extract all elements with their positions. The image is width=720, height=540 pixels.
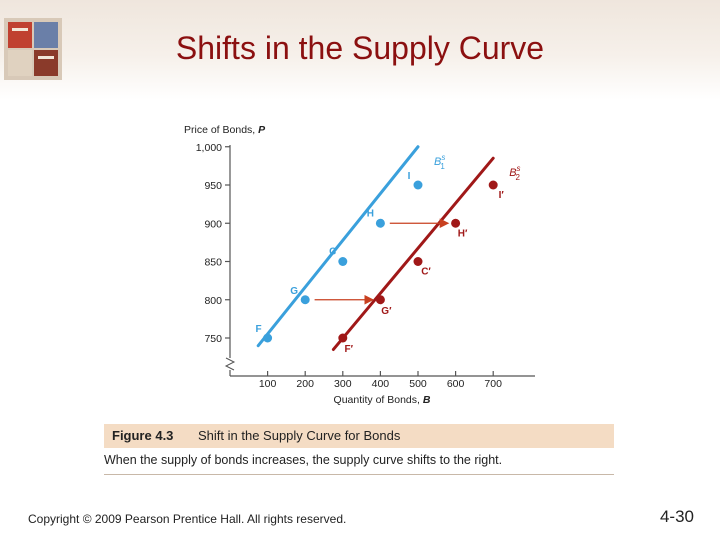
point-label: I [408,171,411,182]
copyright-text: Copyright © 2009 Pearson Prentice Hall. … [28,512,347,526]
figure-caption: When the supply of bonds increases, the … [104,453,503,467]
y-axis-break-icon [224,357,236,371]
supply-curve-2 [331,156,495,351]
point-i [413,180,423,190]
x-axis-label: Quantity of Bonds, B [334,394,431,406]
curve-label-2: Bs 2 [509,164,520,182]
x-tick-label: 700 [484,378,502,390]
figure-title-bar: Figure 4.3 Shift in the Supply Curve for… [104,424,614,448]
point-label: F′ [345,344,354,355]
x-tick-label: 100 [259,378,277,390]
figure-divider [104,474,614,475]
y-tick-label: 800 [204,295,222,307]
y-tick-label: 900 [204,218,222,230]
point-label: C [329,247,336,258]
y-tick-label: 850 [204,257,222,269]
point-c-prime [413,257,423,266]
supply-curve-1 [256,145,420,348]
x-tick-label: 400 [372,378,390,390]
point-label: G [290,286,298,297]
point-label: G′ [381,306,392,317]
point-label: C′ [421,267,431,278]
point-g [300,295,310,305]
point-h-prime [451,218,461,228]
slide-title: Shifts in the Supply Curve [175,30,545,66]
x-tick-label: 200 [296,378,314,390]
point-label: F [256,324,262,335]
x-tick-label: 300 [334,378,352,390]
point-label: I′ [499,190,505,201]
y-tick-label: 950 [204,180,222,192]
book-logo-icon [4,18,62,80]
y-tick-label: 1,000 [196,142,222,154]
point-f [263,333,273,343]
point-h [375,218,385,228]
point-label: H [367,208,374,219]
y-tick-label: 750 [204,333,222,345]
supply-curve-chart: Price of Bonds, P 750 800 850 900 950 1,000 100… [184,124,535,406]
point-g-prime [375,295,385,305]
figure-title: Shift in the Supply Curve for Bonds [198,428,401,443]
y-axis-label: Price of Bonds, P [184,124,266,136]
curve-label-1: Bs 1 [434,153,445,171]
x-tick-label: 500 [409,378,427,390]
point-i-prime [488,180,498,190]
point-f-prime [338,333,348,343]
point-label: H′ [458,228,468,239]
header-band [0,0,720,100]
figure-number: Figure 4.3 [112,428,174,443]
point-c [338,257,348,266]
page-number: 4-30 [659,507,694,526]
x-tick-label: 600 [447,378,465,390]
